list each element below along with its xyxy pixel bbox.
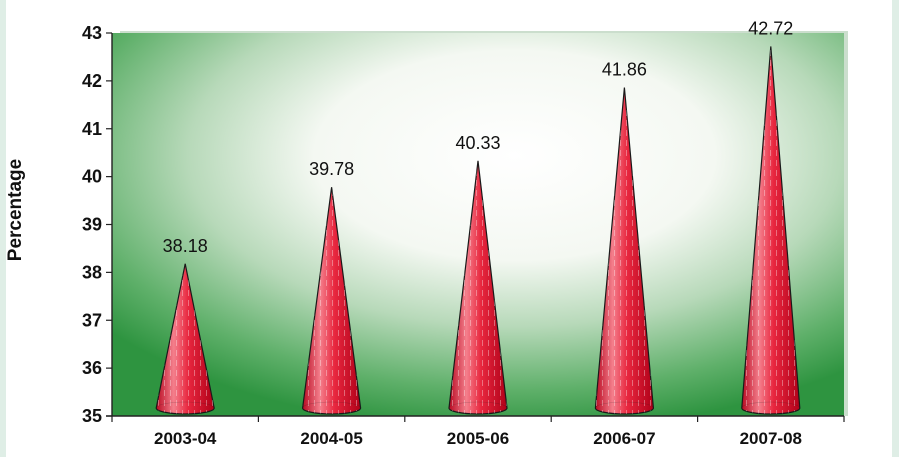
- y-tick-label: 41: [82, 119, 102, 139]
- cones: [155, 46, 801, 415]
- y-tick-label: 42: [82, 71, 102, 91]
- cone: [594, 87, 655, 415]
- cone-base: [741, 401, 801, 415]
- data-label: 42.72: [748, 18, 793, 38]
- y-axis-label: Percentage: [5, 159, 26, 261]
- cone: [155, 263, 215, 415]
- axes: 35 36 37 38 39 40 41 42 43: [82, 23, 845, 426]
- y-tick-label: 38: [82, 262, 102, 282]
- y-tick-label: 35: [82, 406, 102, 426]
- cone: [301, 187, 362, 415]
- x-tick-label: 2006-07: [593, 429, 655, 448]
- x-tick-label: 2005-06: [447, 429, 509, 448]
- y-tick-label: 39: [82, 215, 102, 235]
- cone-base: [448, 401, 508, 415]
- x-tick-label: 2003-04: [154, 429, 217, 448]
- cone: [741, 46, 801, 415]
- x-tick-label: 2004-05: [300, 429, 362, 448]
- x-tick-label: 2007-08: [740, 429, 802, 448]
- cone-base: [302, 401, 361, 415]
- y-tick-label: 40: [82, 167, 102, 187]
- data-label: 39.78: [309, 159, 354, 179]
- cone-base: [155, 401, 215, 415]
- y-tick-label: 37: [82, 310, 102, 330]
- data-label: 40.33: [455, 133, 500, 153]
- cone-texture: [595, 87, 654, 414]
- cone-base: [595, 401, 654, 415]
- cone-texture: [302, 187, 361, 414]
- cone-texture: [741, 46, 800, 414]
- y-tick-label: 36: [82, 358, 102, 378]
- cone-texture: [449, 160, 507, 414]
- cone-texture: [156, 263, 215, 414]
- labels: 2003-04 2004-05 2005-06 2006-07 2007-08 38.18…: [154, 18, 802, 448]
- y-axis-label-text: Percentage: [5, 158, 26, 262]
- data-label: 41.86: [602, 60, 647, 80]
- cone: [448, 160, 508, 415]
- data-label: 38.18: [163, 236, 208, 256]
- y-tick-label: 43: [82, 23, 102, 43]
